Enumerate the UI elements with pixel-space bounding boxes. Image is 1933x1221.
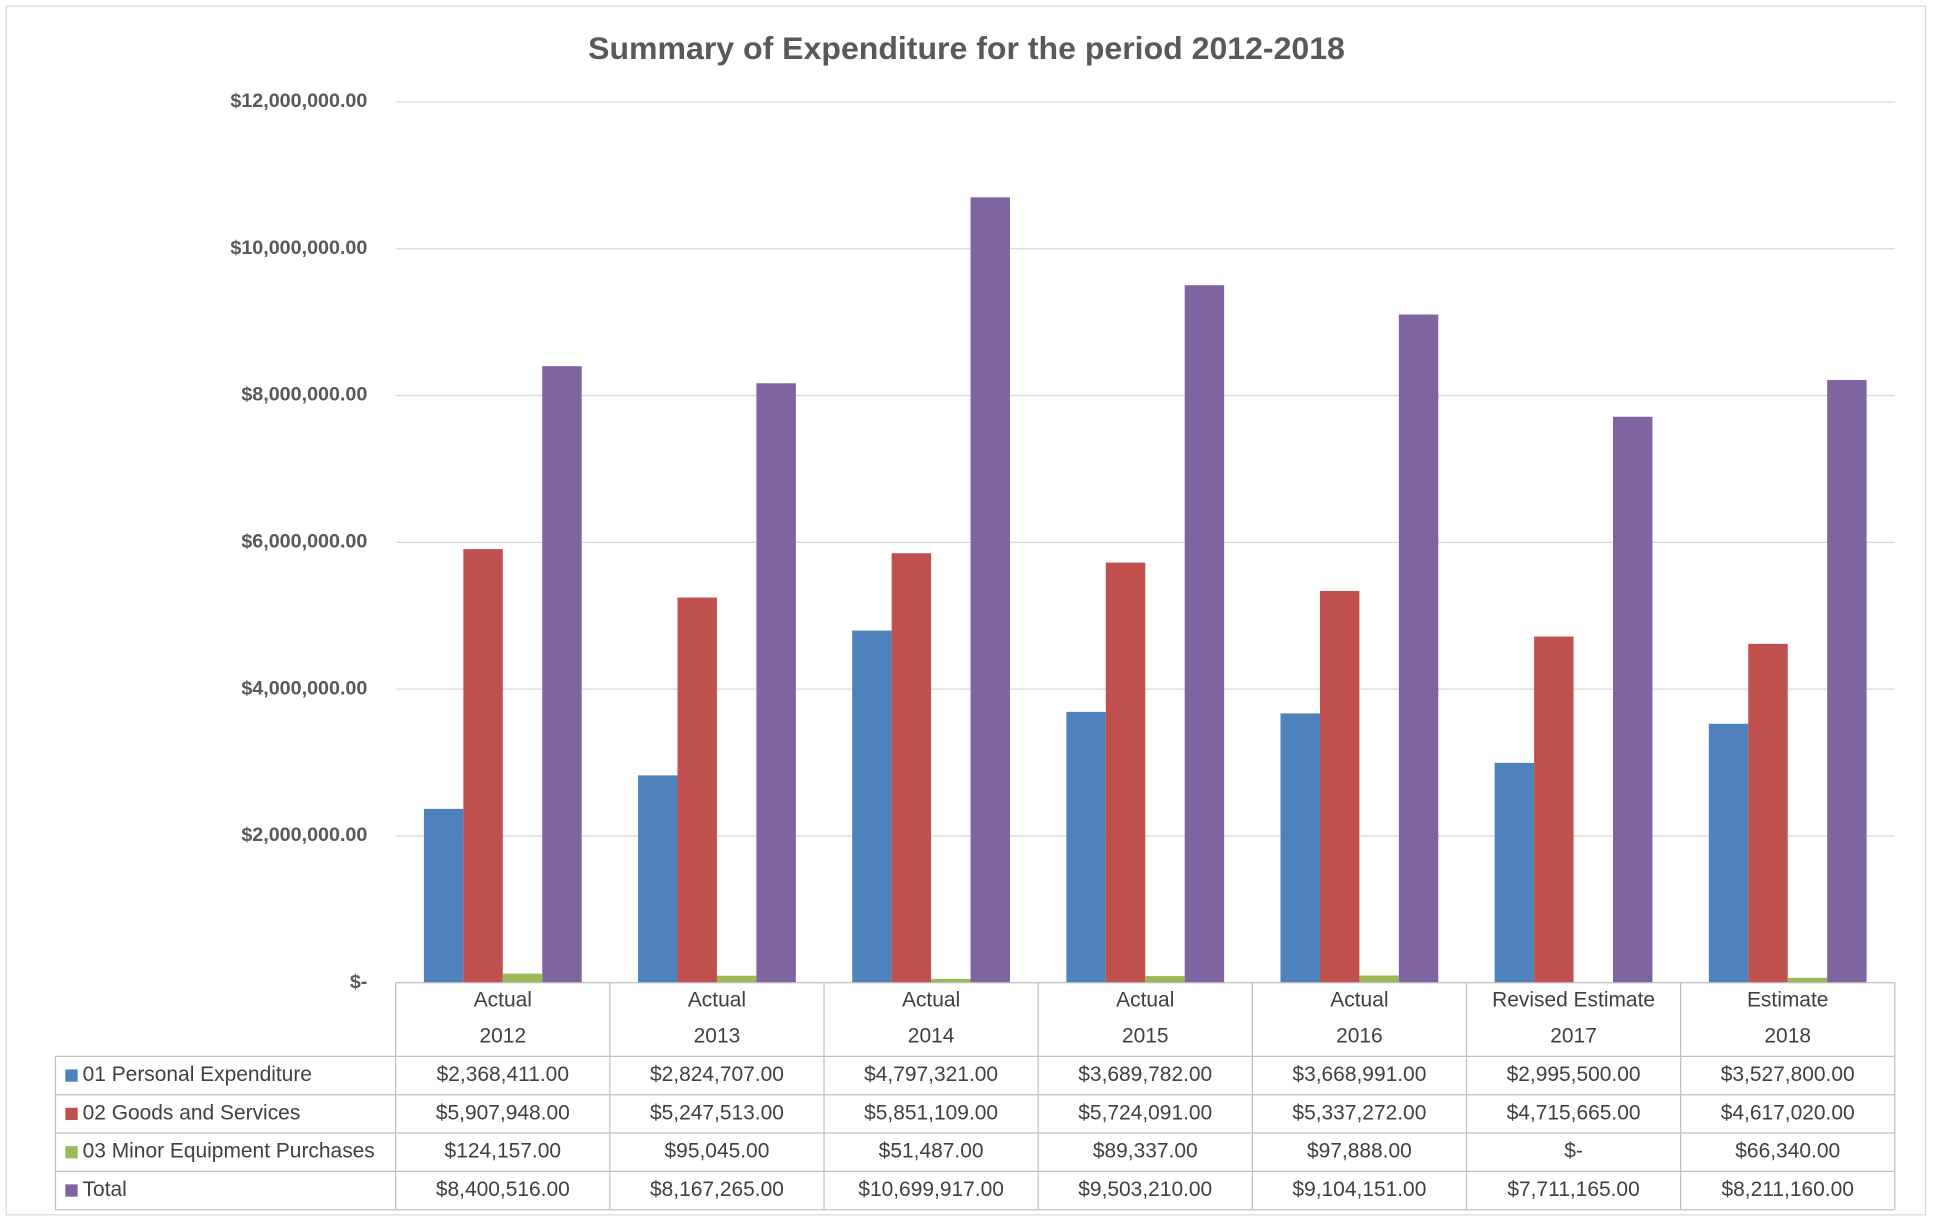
bar [1319,590,1360,983]
bar [1105,562,1146,983]
chart-title: Summary of Expenditure for the period 20… [588,30,1345,66]
bar [756,383,796,983]
data-table-cell: $8,167,265.00 [650,1178,784,1201]
bar [1748,643,1788,983]
data-table-cell: $2,368,411.00 [437,1063,569,1086]
bar [638,775,678,983]
y-tick-label: $8,000,000.00 [241,384,367,406]
legend-label: 02 Goods and Services [83,1101,301,1124]
x-tick-label: 2018 [1764,1024,1811,1047]
data-table-cell: $4,617,020.00 [1721,1101,1855,1124]
x-tick-label: 2014 [908,1024,955,1047]
chart-border [5,5,1927,1216]
data-table-cell: $124,157.00 [445,1140,561,1163]
bar [1066,711,1106,983]
bar [502,973,543,983]
data-table-cell: $9,104,151.00 [1292,1178,1426,1201]
bar [1613,416,1653,983]
bar [1145,976,1185,983]
x-tick-label: Actual [474,989,532,1012]
legend-label: Total [83,1178,127,1201]
bar [1398,314,1439,983]
bar [1494,762,1535,983]
bar [716,975,757,983]
bar [1534,636,1574,983]
y-tick-label: $6,000,000.00 [241,531,367,553]
x-tick-label: 2016 [1336,1024,1383,1047]
y-tick-label: $2,000,000.00 [241,824,367,846]
x-tick-label: 2015 [1122,1024,1169,1047]
bar [891,553,932,983]
data-table-cell: $8,211,160.00 [1722,1178,1854,1201]
data-table-cell: $5,907,948.00 [436,1101,570,1124]
bar [1184,285,1225,983]
x-tick-label: 2017 [1550,1024,1597,1047]
data-table-cell: $- [1564,1140,1583,1163]
y-tick-label: $4,000,000.00 [241,677,367,699]
data-table-cell: $2,995,500.00 [1507,1063,1641,1086]
data-table-cell: $7,711,165.00 [1507,1178,1639,1201]
data-table-cell: $5,247,513.00 [650,1101,784,1124]
x-tick-label: Estimate [1747,989,1828,1012]
y-tick-label: $- [350,971,368,993]
data-table-cell: $97,888.00 [1307,1140,1412,1163]
data-table-cell: $4,715,665.00 [1507,1101,1641,1124]
legend-swatch [65,1146,78,1159]
y-tick-label: $12,000,000.00 [230,90,367,112]
bar [852,630,892,983]
legend-swatch [65,1107,78,1121]
y-tick-label: $10,000,000.00 [230,237,367,259]
x-tick-label: Revised Estimate [1492,989,1655,1012]
bar [463,549,503,983]
bar [1359,975,1399,983]
bar [931,978,971,983]
data-table-cell: $5,851,109.00 [864,1101,998,1124]
data-table-cell: $5,724,091.00 [1078,1101,1212,1124]
x-tick-label: Actual [1116,989,1174,1012]
bar [1280,713,1320,983]
x-tick-label: 2012 [479,1024,526,1047]
x-tick-label: Actual [688,989,746,1012]
bar [1827,380,1867,983]
bar [423,808,464,983]
legend-label: 03 Minor Equipment Purchases [83,1140,375,1163]
data-table-cell: $5,337,272.00 [1292,1101,1426,1124]
bar [1708,723,1749,983]
data-table-cell: $10,699,917.00 [858,1178,1004,1201]
data-table-cell: $4,797,321.00 [864,1063,998,1086]
x-tick-label: Actual [902,989,960,1012]
data-table-cell: $89,337.00 [1093,1140,1198,1163]
data-table-cell: $3,668,991.00 [1292,1063,1426,1086]
data-table-cell: $95,045.00 [665,1140,770,1163]
bar [677,597,717,983]
data-table-cell: $3,689,782.00 [1078,1063,1212,1086]
data-table-cell: $51,487.00 [879,1140,984,1163]
legend-label: 01 Personal Expenditure [83,1063,312,1086]
legend-swatch [65,1184,78,1197]
x-tick-label: Actual [1330,989,1388,1012]
bar [542,366,582,983]
data-table-cell: $3,527,800.00 [1721,1063,1855,1086]
data-table-cell: $8,400,516.00 [436,1178,570,1201]
data-table-cell: $2,824,707.00 [650,1063,784,1086]
x-tick-label: 2013 [694,1024,741,1047]
bar [970,197,1010,983]
data-table-cell: $9,503,210.00 [1078,1178,1212,1201]
data-table-cell: $66,340.00 [1735,1140,1840,1163]
legend-swatch [65,1069,78,1082]
bar [1787,977,1828,983]
